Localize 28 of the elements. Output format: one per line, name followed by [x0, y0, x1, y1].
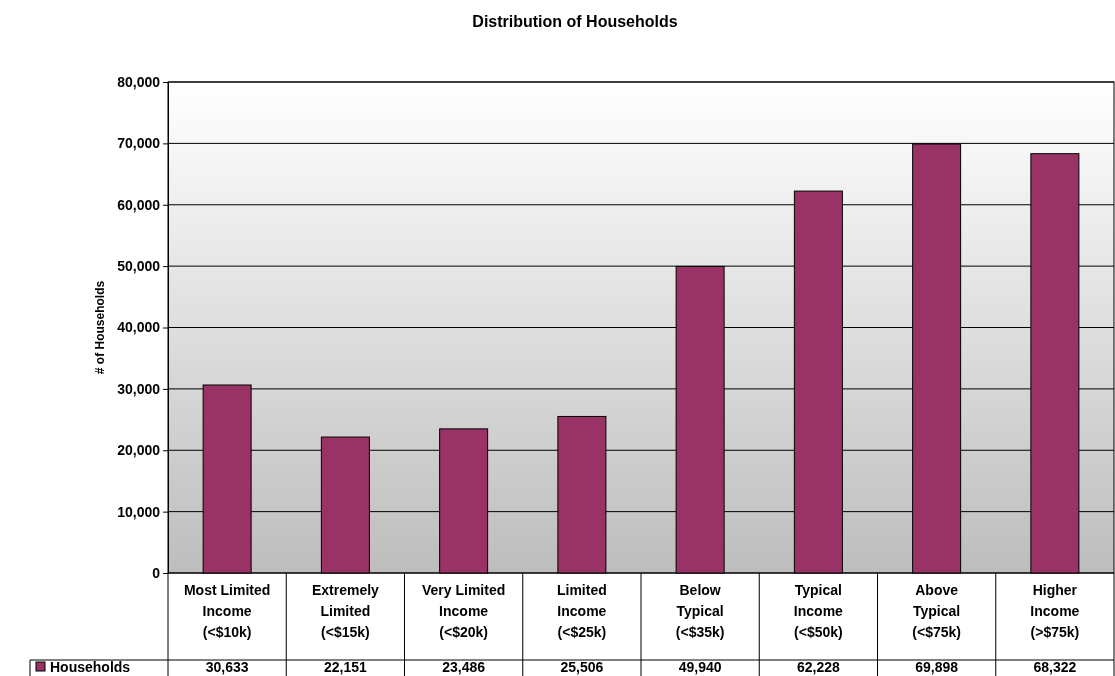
y-tick-label: 30,000: [117, 380, 161, 397]
data-label: 23,486: [442, 659, 486, 675]
y-tick-label: 80,000: [117, 73, 161, 90]
x-tick-label: Limited Income (<$25k): [556, 582, 607, 640]
x-tick-label: Most Limited Income (<$10k): [183, 582, 271, 640]
data-label: 49,940: [678, 659, 722, 675]
data-label: 69,898: [915, 659, 959, 675]
x-tick-label: Typical Income (<$50k): [793, 582, 844, 640]
x-tick-label: Higher Income (>$75k): [1030, 582, 1080, 640]
y-tick-label: 40,000: [117, 319, 161, 336]
y-axis-title: # of Households: [93, 280, 107, 375]
y-tick-label: 70,000: [117, 135, 161, 152]
y-tick-label: 10,000: [117, 503, 161, 520]
x-tick-label: Extremely Limited (<$15k): [311, 582, 380, 640]
x-tick-label: Very Limited Income (<$20k): [421, 582, 506, 640]
y-tick-label: 60,000: [117, 196, 161, 213]
y-tick-label: 0: [152, 564, 161, 581]
x-tick-label: Below Typical (<$35k): [675, 582, 725, 640]
y-tick-label: 20,000: [117, 442, 161, 459]
data-label: 25,506: [560, 659, 604, 675]
chart-title: Distribution of Households: [472, 13, 678, 30]
data-label: 68,322: [1033, 659, 1077, 675]
y-tick-label: 50,000: [117, 258, 161, 275]
data-label: 62,228: [796, 659, 840, 675]
data-label: 30,633: [205, 659, 249, 675]
data-label: 22,151: [323, 659, 367, 675]
legend-label: Households: [50, 659, 131, 675]
x-tick-label: Above Typical (<$75k): [912, 582, 961, 640]
